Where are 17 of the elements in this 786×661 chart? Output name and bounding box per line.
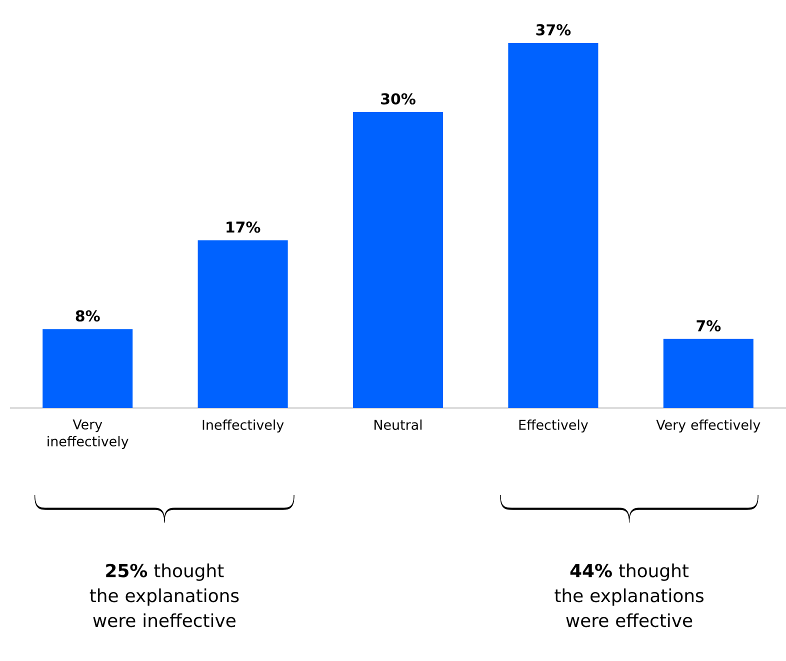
data-label: 8%: [76, 310, 100, 322]
bar: [508, 42, 598, 408]
bar: [42, 329, 133, 408]
x-tick-label: Very effectively: [656, 420, 760, 433]
bar: [353, 112, 444, 408]
data-label: 37%: [536, 24, 571, 36]
x-tick-label: Very ineffectively: [48, 420, 128, 450]
x-tick-label: Neutral: [374, 420, 422, 430]
data-label: 17%: [226, 221, 260, 233]
text: 25% thought the explanations were ineffective: [90, 564, 239, 628]
data-label: 7%: [696, 320, 721, 332]
x-tick-label: Ineffectively: [202, 420, 284, 433]
bar: [198, 240, 288, 408]
text: 44% thought the explanations were effective: [554, 564, 704, 628]
data-label: 30%: [381, 93, 416, 105]
x-tick-label: Effectively: [519, 420, 588, 433]
bar: [663, 338, 754, 408]
